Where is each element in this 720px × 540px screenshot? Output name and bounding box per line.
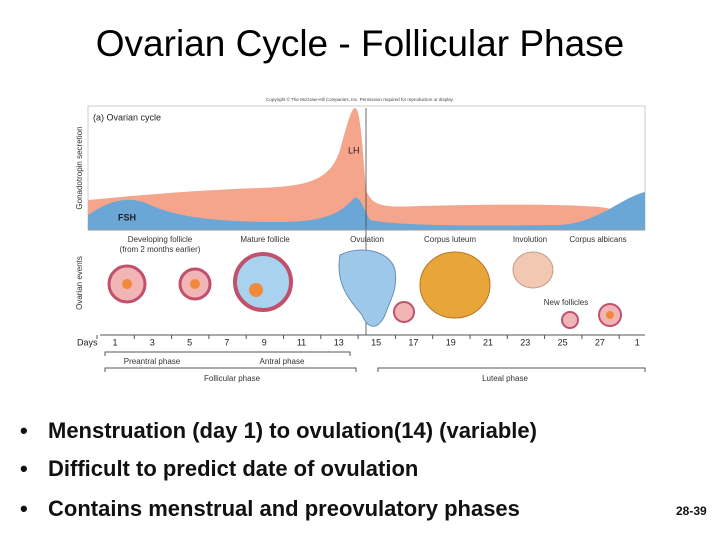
- lh-curve: [88, 108, 645, 230]
- phase-label: Luteal phase: [482, 374, 528, 383]
- copyright: Copyright © The McGraw-Hill Companies, I…: [266, 96, 454, 102]
- bullet-marker: •: [20, 496, 28, 521]
- day-label: 15: [371, 337, 381, 347]
- fsh-curve: [88, 192, 645, 230]
- panel-label: (a) Ovarian cycle: [93, 112, 161, 122]
- day-label: 3: [150, 337, 155, 347]
- event-label: Corpus luteum: [424, 235, 476, 244]
- page-number: 28-39: [676, 504, 707, 518]
- event-label: Involution: [513, 235, 547, 244]
- bracket: [104, 367, 646, 372]
- event-label: Mature follicle: [240, 235, 290, 244]
- bullet-text: Menstruation (day 1) to ovulation(14) (v…: [48, 418, 537, 443]
- day-label: 19: [446, 337, 456, 347]
- event-label: Corpus albicans: [569, 235, 626, 244]
- day-label: 27: [595, 337, 605, 347]
- axis-label: Ovarian events: [75, 256, 84, 310]
- hormone-label: LH: [348, 145, 360, 155]
- days-row: 1 3 5 7 9 11 13 15 17 19 21 23 25 27 1: [96, 335, 640, 347]
- day-label: 1: [112, 337, 117, 347]
- event-label: Ovulation: [350, 235, 384, 244]
- bullet-text: Contains menstrual and preovulatory phas…: [48, 496, 520, 521]
- day-label: 17: [408, 337, 418, 347]
- new-follicles-label: New follicles: [544, 298, 588, 307]
- axis-label: Gonadotropin secretion: [75, 126, 84, 209]
- day-label: 25: [558, 337, 568, 347]
- bullet-marker: •: [20, 456, 28, 481]
- phase-label: Preantral phase: [124, 357, 181, 366]
- follicle-illustrations: [107, 249, 622, 329]
- phase-label: Antral phase: [260, 357, 305, 366]
- figure: Copyright © The McGraw-Hill Companies, I…: [75, 96, 646, 383]
- bullet-list: • Menstruation (day 1) to ovulation(14) …: [20, 418, 537, 521]
- day-label: 23: [520, 337, 530, 347]
- bullet-text: Difficult to predict date of ovulation: [48, 456, 418, 481]
- day-label: 7: [224, 337, 229, 347]
- slide-title: Ovarian Cycle - Follicular Phase: [96, 23, 624, 64]
- day-label: 21: [483, 337, 493, 347]
- bracket: [104, 351, 351, 356]
- day-label: 13: [334, 337, 344, 347]
- day-label: 5: [187, 337, 192, 347]
- day-label: 9: [262, 337, 267, 347]
- hormone-label: FSH: [118, 212, 136, 222]
- event-label: Developing follicle: [128, 235, 193, 244]
- day-label: 11: [297, 337, 306, 347]
- days-label: Days: [77, 337, 98, 347]
- bullet-marker: •: [20, 418, 28, 443]
- day-label: 1: [635, 337, 640, 347]
- event-label: (from 2 months earlier): [120, 245, 201, 254]
- phase-label: Follicular phase: [204, 374, 261, 383]
